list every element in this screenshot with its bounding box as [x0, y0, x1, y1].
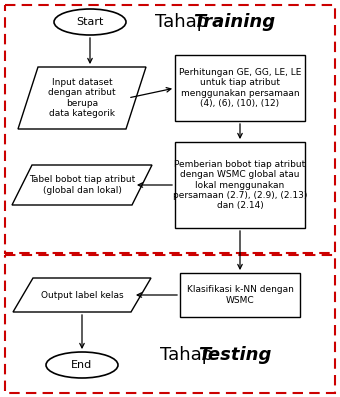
Ellipse shape [46, 352, 118, 378]
Text: Tahap: Tahap [160, 346, 219, 364]
Text: Pemberian bobot tiap atribut
dengan WSMC global atau
lokal menggunakan
persamaan: Pemberian bobot tiap atribut dengan WSMC… [173, 160, 307, 210]
Ellipse shape [54, 9, 126, 35]
Polygon shape [175, 55, 305, 121]
Text: Testing: Testing [198, 346, 271, 364]
Text: Start: Start [76, 17, 104, 27]
Text: Perhitungan GE, GG, LE, LE
untuk tiap atribut
menggunakan persamaan
(4), (6), (1: Perhitungan GE, GG, LE, LE untuk tiap at… [179, 68, 301, 108]
Text: Klasifikasi k-NN dengan
WSMC: Klasifikasi k-NN dengan WSMC [187, 285, 293, 305]
Polygon shape [18, 67, 146, 129]
Text: Training: Training [193, 13, 275, 31]
Text: Input dataset
dengan atribut
berupa
data kategorik: Input dataset dengan atribut berupa data… [48, 78, 116, 118]
Polygon shape [12, 165, 152, 205]
Text: End: End [71, 360, 92, 370]
Polygon shape [175, 142, 305, 228]
Text: Output label kelas: Output label kelas [41, 291, 123, 299]
Text: Tabel bobot tiap atribut
(global dan lokal): Tabel bobot tiap atribut (global dan lok… [29, 175, 135, 195]
Polygon shape [13, 278, 151, 312]
Polygon shape [180, 273, 300, 317]
Text: Tahap: Tahap [155, 13, 214, 31]
